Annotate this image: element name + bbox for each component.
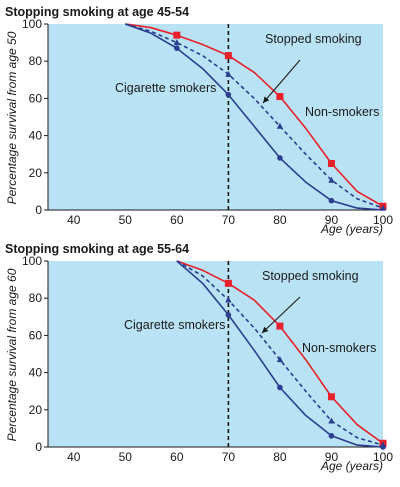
shared-y-axis-label-top: Percentage survival from age 50 [5, 31, 19, 204]
chart-1-y-tick-label: 20 [29, 166, 43, 180]
chart-1-series-non-smokers-point [276, 93, 284, 101]
chart-2-series-stopped-smoking-point [276, 356, 284, 363]
chart-1-series-stopped-smoking-line [125, 23, 384, 209]
chart-1-series-cigarette-smokers-point [328, 197, 335, 204]
chart-1-x-tick-label: 50 [119, 213, 133, 227]
chart-2-annotation-stopped-smoking-arrow [261, 296, 301, 334]
chart-1-series-cigarette-smokers-point [277, 155, 283, 161]
chart-1-annotation-stopped-smoking-arrow [262, 59, 301, 104]
chart-2-series-non-smokers-point [327, 393, 335, 401]
chart-1-annotation-stopped-smoking-arrowhead [263, 96, 270, 103]
chart-1-x-tick-label: 40 [67, 213, 81, 227]
chart-2-series-non-smokers-point [224, 279, 232, 287]
chart-1-series-non-smokers-line [125, 23, 384, 207]
chart-2-series-stopped-smoking-point [328, 417, 335, 424]
chart-1-y-tick-label: 0 [35, 203, 42, 217]
chart-2-series-cigarette-smokers-point [225, 312, 232, 318]
chart-2-x-tick-label: 50 [119, 450, 133, 464]
chart-2-y-tick-label: 20 [29, 403, 43, 417]
chart-1-series-stopped-smoking-point [328, 176, 335, 183]
chart-1-series-cigarette-smokers-point [225, 91, 232, 98]
chart-1-annotation-stopped-smoking: Stopped smoking [265, 32, 362, 46]
chart-1-series-non-smokers-point [327, 160, 335, 167]
chart-2-series-cigarette-smokers-point [380, 444, 386, 450]
chart-2-y-tick-label: 80 [29, 291, 43, 305]
chart-1-x-axis-label: Age (years) [320, 222, 383, 236]
chart-2-series-cigarette-smokers-point [277, 384, 283, 391]
chart-1-y-tick-label: 100 [22, 17, 42, 31]
chart-1-series-stopped-smoking-point [173, 39, 181, 46]
chart-1-series-cigarette-smokers-line [125, 23, 384, 211]
chart-2-y-tick-label: 60 [29, 328, 43, 342]
chart-1-plot-area [48, 24, 383, 210]
chart-2-x-tick-label: 100 [373, 450, 393, 464]
chart-1-series-non-smokers-point [224, 52, 232, 60]
chart-2-x-tick-label: 60 [170, 450, 184, 464]
chart-1-series-non-smokers-point [173, 31, 181, 39]
chart-1-x-tick-label: 80 [273, 213, 287, 227]
chart-1-series-cigarette-smokers-point [174, 45, 180, 51]
chart-1-title: Stopping smoking at age 45-54 [5, 5, 189, 19]
chart-1-x-tick-label: 60 [170, 213, 184, 227]
chart-1-annotation-cigarette-smokers: Cigarette smokers [115, 81, 216, 95]
chart-2-series-non-smokers-point [276, 322, 284, 330]
chart-2-x-tick-label: 40 [67, 450, 81, 464]
chart-1-series-stopped-smoking-point [225, 70, 232, 77]
chart-1-y-tick-label: 40 [29, 129, 43, 143]
chart-1-y-tick-label: 80 [29, 54, 43, 68]
chart-1-series-stopped-smoking-point [276, 122, 284, 129]
chart-2-x-tick-label: 80 [273, 450, 287, 464]
chart-2-y-tick-label: 40 [29, 366, 43, 380]
chart-1-x-tick-label: 90 [325, 213, 339, 227]
chart-1-annotation-non-smokers: Non-smokers [305, 105, 379, 119]
chart-1-x-tick-label: 100 [373, 213, 393, 227]
chart-1: Stopping smoking at age 45-54 0 20 40 60 80 10… [5, 5, 393, 236]
chart-2-annotation-non-smokers: Non-smokers [302, 341, 376, 355]
chart-2-y-tick-label: 100 [22, 254, 42, 268]
chart-2-annotation-stopped-smoking: Stopped smoking [262, 269, 359, 283]
chart-2-series-cigarette-smokers-point [328, 433, 335, 439]
chart-2-x-axis-label: Age (years) [320, 459, 383, 473]
chart-2-x-tick-label: 90 [325, 450, 339, 464]
chart-2-x-tick-label: 70 [222, 450, 236, 464]
chart-1-x-tick-label: 70 [222, 213, 236, 227]
chart-2-annotation-stopped-smoking-arrowhead [262, 326, 269, 333]
chart-2-series-stopped-smoking-point [225, 296, 232, 303]
shared-y-axis-label-bottom: Percentage survival from age 60 [5, 268, 19, 441]
chart-2-y-tick-label: 0 [35, 440, 42, 454]
chart-2: Stopping smoking at age 55-64 0 20 40 60 80 10… [5, 242, 393, 473]
chart-2-annotation-cigarette-smokers: Cigarette smokers [124, 318, 225, 332]
chart-1-y-tick-label: 60 [29, 91, 43, 105]
chart-2-title: Stopping smoking at age 55-64 [5, 242, 189, 256]
